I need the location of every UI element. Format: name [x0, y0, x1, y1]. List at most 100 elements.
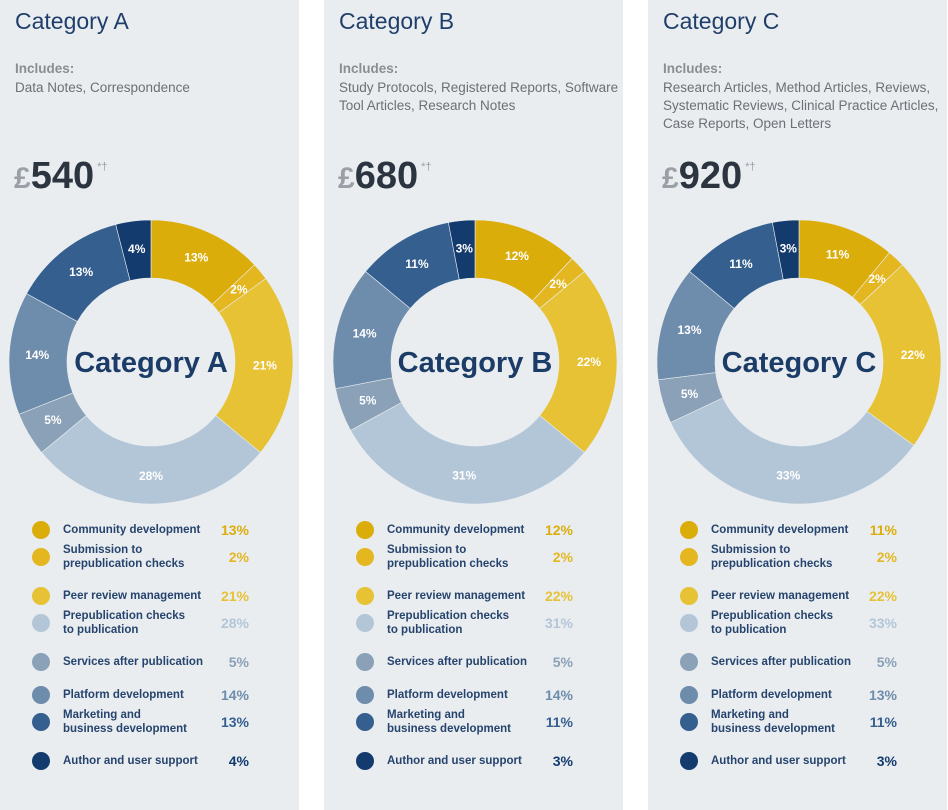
legend-value: 31% — [544, 615, 573, 631]
legend-value: 11% — [869, 714, 897, 730]
legend-item: Platform development 14% — [324, 680, 623, 710]
price-footnote-marks: *† — [97, 161, 108, 173]
price-footnote-marks: *† — [745, 161, 756, 173]
segment-percent-label: 11% — [729, 257, 753, 271]
donut-chart: 12% 2% 22% 31% 5% 14% 11% 3% Category B — [332, 219, 618, 505]
price-amount: 680 — [354, 155, 419, 197]
price-amount: 920 — [678, 155, 743, 197]
legend-value: 5% — [552, 654, 573, 670]
legend-label: Submission to prepublication checks — [63, 544, 185, 570]
legend-label: Submission to prepublication checks — [711, 544, 833, 570]
legend-swatch — [680, 752, 698, 770]
legend-item: Marketing and business development 11% — [324, 707, 623, 737]
segment-prepublication-checks-to-publication — [41, 415, 261, 505]
price: £540 *† — [14, 155, 108, 205]
legend-item: Peer review management 22% — [648, 581, 947, 611]
legend-value: 13% — [220, 522, 249, 538]
segment-percent-label: 13% — [184, 250, 208, 264]
legend-item: Peer review management 21% — [0, 581, 299, 611]
legend-label: Services after publication — [387, 656, 527, 668]
donut-center-label: Category A — [74, 347, 228, 379]
legend-label: Prepublication checks to publication — [63, 610, 186, 636]
legend-swatch — [32, 752, 50, 770]
legend-label: Author and user support — [711, 755, 846, 767]
legend-label: Marketing and business development — [711, 709, 835, 735]
legend-swatch — [356, 686, 374, 704]
legend-label: Author and user support — [63, 755, 198, 767]
legend-value: 21% — [220, 588, 249, 604]
segment-percent-label: 11% — [405, 257, 429, 271]
legend-label: Prepublication checks to publication — [387, 610, 510, 636]
segment-percent-label: 12% — [505, 249, 529, 263]
legend-item: Peer review management 22% — [324, 581, 623, 611]
legend-item: Author and user support 3% — [324, 746, 623, 776]
legend-swatch — [356, 713, 374, 731]
legend-label: Platform development — [711, 689, 832, 701]
legend-item: Platform development 13% — [648, 680, 947, 710]
legend-label: Community development — [387, 524, 525, 536]
includes-text: Research Articles, Method Articles, Revi… — [663, 80, 939, 131]
segment-percent-label: 22% — [901, 348, 925, 362]
legend-item: Author and user support 4% — [0, 746, 299, 776]
legend-label: Author and user support — [387, 755, 522, 767]
legend-label: Community development — [711, 524, 849, 536]
includes-label: Includes: — [15, 61, 75, 76]
legend-swatch — [356, 521, 374, 539]
price-currency: £ — [662, 162, 679, 195]
legend-item: Services after publication 5% — [324, 647, 623, 677]
segment-percent-label: 13% — [69, 265, 93, 279]
segment-percent-label: 11% — [826, 248, 850, 262]
price-currency: £ — [14, 162, 31, 195]
legend-swatch — [32, 521, 50, 539]
includes-label: Includes: — [339, 61, 399, 76]
price: £680 *† — [338, 155, 432, 205]
legend-item: Author and user support 3% — [648, 746, 947, 776]
legend-swatch — [680, 713, 698, 731]
legend-swatch — [356, 548, 374, 566]
legend-value: 13% — [868, 687, 897, 703]
legend-item: Submission to prepublication checks 2% — [648, 542, 947, 572]
legend-swatch — [32, 713, 50, 731]
legend-swatch — [356, 587, 374, 605]
segment-percent-label: 2% — [868, 272, 886, 286]
panel-category-a: Category A Includes: Data Notes, Corresp… — [0, 0, 299, 810]
legend-label: Peer review management — [63, 590, 202, 602]
legend-swatch — [680, 614, 698, 632]
legend-value: 2% — [876, 549, 897, 565]
legend-swatch — [356, 614, 374, 632]
legend-item: Community development 11% — [648, 515, 947, 545]
legend-value: 13% — [220, 714, 249, 730]
segment-percent-label: 14% — [353, 327, 377, 341]
legend-label: Prepublication checks to publication — [711, 610, 834, 636]
segment-author-and-user-support — [448, 219, 476, 280]
segment-percent-label: 21% — [253, 359, 277, 373]
legend-label: Community development — [63, 524, 201, 536]
segment-percent-label: 2% — [549, 277, 567, 291]
legend-value: 11% — [869, 522, 897, 538]
legend-value: 3% — [876, 753, 897, 769]
legend-value: 22% — [544, 588, 573, 604]
donut-chart: 11% 2% 22% 33% 5% 13% 11% 3% Category C — [656, 219, 942, 505]
legend-label: Marketing and business development — [63, 709, 187, 735]
legend-value: 33% — [868, 615, 897, 631]
segment-percent-label: 28% — [139, 469, 163, 483]
legend-label: Peer review management — [711, 590, 850, 602]
legend-label: Platform development — [387, 689, 508, 701]
panel-title: Category B — [339, 8, 455, 34]
segment-percent-label: 3% — [456, 242, 474, 256]
legend-label: Services after publication — [63, 656, 203, 668]
legend-swatch — [356, 752, 374, 770]
legend-swatch — [32, 653, 50, 671]
legend-value: 2% — [552, 549, 573, 565]
legend-value: 5% — [228, 654, 249, 670]
legend-item: Prepublication checks to publication 28% — [0, 608, 299, 638]
panel-title: Category A — [15, 8, 129, 34]
legend-swatch — [32, 614, 50, 632]
legend-item: Marketing and business development 13% — [0, 707, 299, 737]
legend-value: 22% — [868, 588, 897, 604]
legend-item: Services after publication 5% — [648, 647, 947, 677]
legend-value: 5% — [876, 654, 897, 670]
legend-value: 11% — [545, 714, 573, 730]
legend-item: Services after publication 5% — [0, 647, 299, 677]
segment-percent-label: 22% — [577, 355, 601, 369]
